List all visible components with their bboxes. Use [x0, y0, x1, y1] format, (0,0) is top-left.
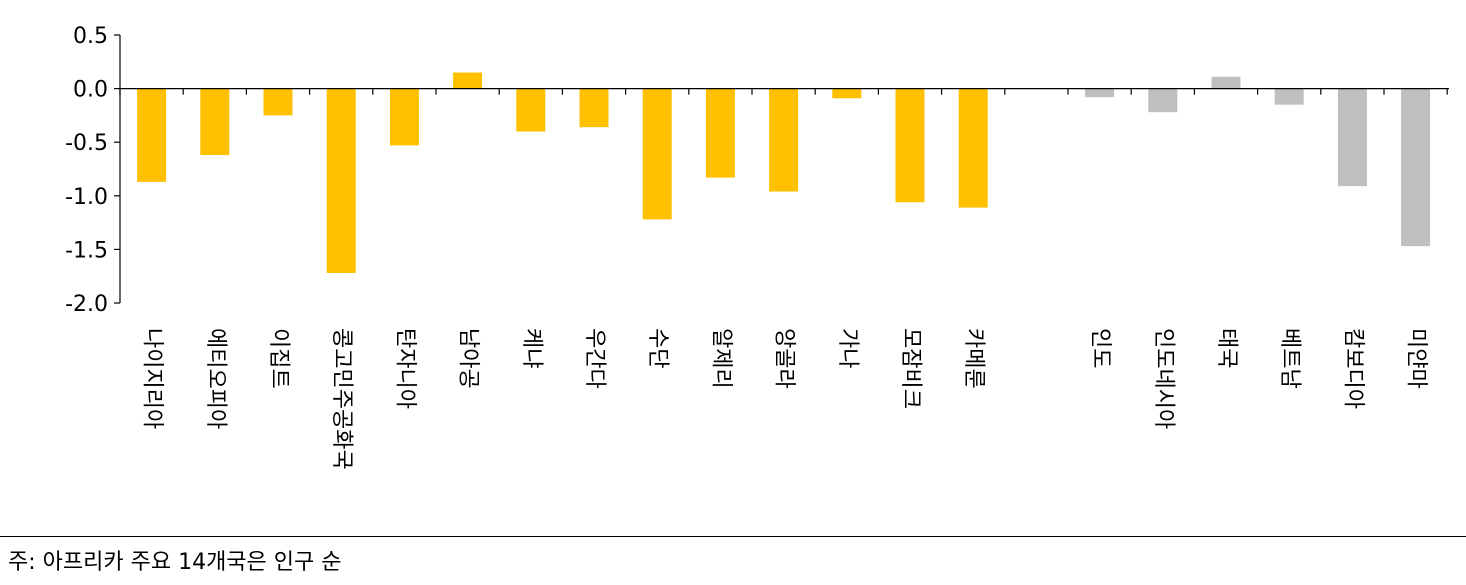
bar-asia [1274, 88, 1304, 105]
x-category-label: 남아공 [456, 328, 481, 389]
x-category-label: 케냐 [519, 328, 544, 368]
y-axis: 0.5 0.0 -0.5 -1.0 -1.5 -2.0 [65, 24, 121, 317]
y-tick-label: -1.5 [65, 238, 108, 263]
footnote-divider [0, 536, 1466, 537]
x-category-label: 이집트 [266, 328, 291, 389]
footnote: 주: 아프리카 주요 14개국은 인구 순 [8, 550, 342, 575]
bar-africa [705, 88, 735, 178]
bar-africa [389, 88, 419, 146]
y-tick-label: -0.5 [65, 131, 108, 156]
x-category-label: 인도네시아 [1151, 328, 1176, 429]
x-category-label: 카메룬 [961, 328, 986, 389]
x-category-label: 가나 [835, 328, 860, 368]
bars [137, 72, 1431, 273]
category-labels: 나이지리아 에티오피아 이집트 콩고민주공화국 탄자니아 남아공 케냐 우간다 수단 알제리 앙골라… [140, 328, 1429, 470]
bar-africa [137, 88, 167, 182]
bar-africa [769, 88, 799, 192]
bar-africa [453, 72, 483, 89]
x-category-label: 콩고민주공화국 [329, 328, 354, 470]
bar-asia [1085, 88, 1115, 98]
x-category-label: 베트남 [1277, 328, 1302, 389]
x-category-label: 수단 [645, 328, 670, 368]
x-category-label: 캄보디아 [1340, 328, 1365, 409]
bar-africa [516, 88, 546, 132]
x-category-label: 미얀마 [1404, 328, 1429, 389]
bar-asia [1211, 76, 1241, 89]
x-category-label: 알제리 [708, 328, 733, 389]
bar-chart: 0.5 0.0 -0.5 -1.0 -1.5 -2.0 나이지리아 에티오피아 이집트 콩고민주… [65, 24, 1449, 470]
y-tick-label: -1.0 [65, 185, 108, 210]
bar-africa [832, 88, 862, 99]
bar-africa [326, 88, 356, 273]
bar-asia [1337, 88, 1367, 187]
x-category-label: 나이지리아 [140, 328, 165, 429]
y-tick-label: 0.5 [73, 24, 108, 49]
x-category-label: 인도 [1088, 328, 1113, 368]
bar-africa [895, 88, 925, 203]
y-tick-label: -2.0 [65, 292, 108, 317]
x-axis [119, 87, 1449, 95]
x-category-label: 탄자니아 [392, 328, 417, 409]
x-category-label: 모잠비크 [898, 328, 923, 409]
bar-asia [1401, 88, 1431, 247]
x-category-label: 에티오피아 [203, 328, 228, 429]
y-tick-label: 0.0 [73, 78, 108, 103]
x-category-label: 앙골라 [772, 328, 797, 389]
bar-africa [263, 88, 293, 116]
bar-africa [642, 88, 672, 220]
x-category-label: 태국 [1214, 328, 1239, 368]
bar-africa [579, 88, 609, 128]
bar-asia [1148, 88, 1178, 113]
bar-africa [200, 88, 230, 156]
x-category-label: 우간다 [582, 328, 607, 389]
bar-africa [958, 88, 988, 208]
